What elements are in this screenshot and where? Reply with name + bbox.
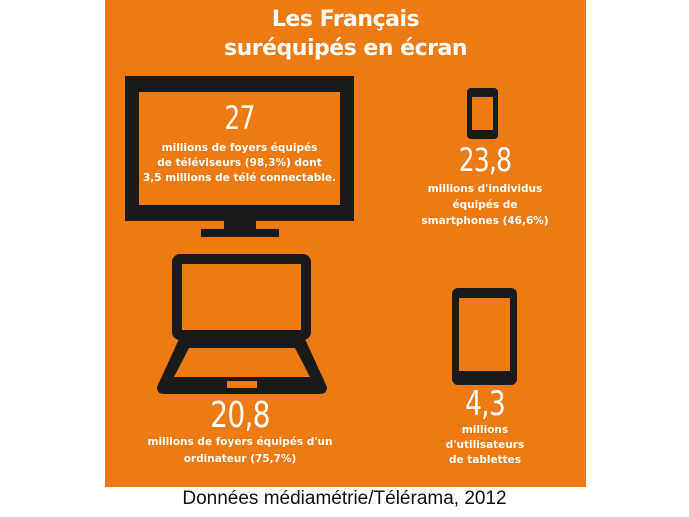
laptop-stat-number: 20,8 xyxy=(210,395,270,436)
laptop-keyboard-icon xyxy=(157,339,327,394)
tablet-icon xyxy=(452,288,517,385)
laptop-icon xyxy=(172,254,311,340)
tv-stat-number: 27 xyxy=(224,99,255,137)
laptop-stat-line: millions de foyers équipés d'un xyxy=(147,436,333,448)
smartphone-icon xyxy=(467,88,498,139)
smartphone-stat-line: millions d'individus xyxy=(427,183,543,195)
tv-stat-line: millions de foyers équipés xyxy=(161,142,318,154)
tablet-stat-text: millions d'utilisateurs de tablettes xyxy=(405,423,565,468)
infographic-title: Les Français suréquipés en écran xyxy=(105,5,586,63)
smartphone-stat-text: millions d'individus équipés de smartpho… xyxy=(405,181,565,229)
tv-stand-icon xyxy=(224,221,256,229)
tablet-stat-number: 4,3 xyxy=(465,384,506,424)
tv-stand-base-icon xyxy=(201,229,279,237)
tablet-stat-line: millions xyxy=(461,424,509,436)
tv-screen xyxy=(139,92,340,205)
tablet-stat-line: d'utilisateurs xyxy=(445,439,525,451)
smartphone-stat-line: smartphones (46,6%) xyxy=(421,215,549,227)
tablet-stat-line: de tablettes xyxy=(448,454,522,466)
tv-stat-line: 3,5 millions de télé connectable. xyxy=(142,172,337,184)
source-caption: Données médiamétrie/Télérama, 2012 xyxy=(182,488,507,509)
tv-stat-text: millions de foyers équipés de téléviseur… xyxy=(139,141,340,186)
title-line-1: Les Français xyxy=(271,7,420,32)
title-line-2: suréquipés en écran xyxy=(224,36,467,61)
infographic-panel: Les Français suréquipés en écran 27 mill… xyxy=(105,0,586,487)
laptop-stat-line: ordinateur (75,7%) xyxy=(183,453,297,465)
smartphone-stat-number: 23,8 xyxy=(458,141,512,179)
smartphone-stat-line: équipés de xyxy=(452,199,518,211)
laptop-stat-text: millions de foyers équipés d'un ordinate… xyxy=(125,434,355,468)
tv-stat-line: de téléviseurs (98,3%) dont xyxy=(157,157,322,169)
